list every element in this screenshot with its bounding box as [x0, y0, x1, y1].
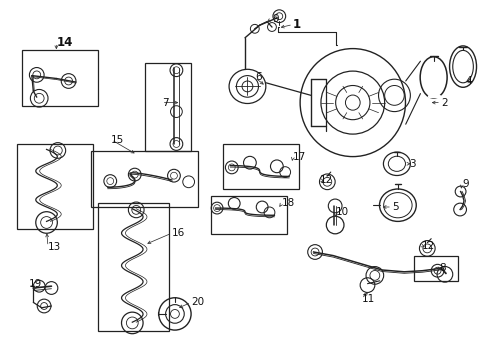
Text: 7: 7 [162, 98, 169, 108]
Bar [414, 256, 458, 281]
Text: 18: 18 [282, 198, 295, 208]
Bar [91, 151, 198, 207]
Bar [98, 203, 169, 331]
Text: 8: 8 [440, 263, 446, 273]
Text: 20: 20 [191, 297, 204, 307]
Text: 14: 14 [56, 36, 73, 49]
Text: 3: 3 [409, 159, 416, 169]
Bar [223, 144, 299, 189]
Text: 5: 5 [392, 202, 399, 212]
Text: 19: 19 [28, 279, 42, 289]
Text: 2: 2 [441, 98, 448, 108]
Text: 9: 9 [272, 14, 279, 24]
Bar [211, 196, 287, 234]
Bar [17, 144, 93, 229]
Text: 15: 15 [111, 135, 124, 145]
Text: 9: 9 [462, 179, 469, 189]
Text: 17: 17 [293, 152, 306, 162]
Text: 12: 12 [421, 240, 435, 251]
Bar [145, 63, 191, 151]
Text: 1: 1 [293, 18, 301, 31]
Text: 10: 10 [336, 207, 349, 217]
Text: 11: 11 [362, 294, 375, 304]
Text: 12: 12 [319, 175, 333, 185]
Text: 4: 4 [466, 76, 472, 86]
Text: 6: 6 [255, 72, 262, 82]
Text: 16: 16 [172, 228, 185, 238]
Bar [22, 50, 98, 106]
Text: 13: 13 [48, 242, 61, 252]
